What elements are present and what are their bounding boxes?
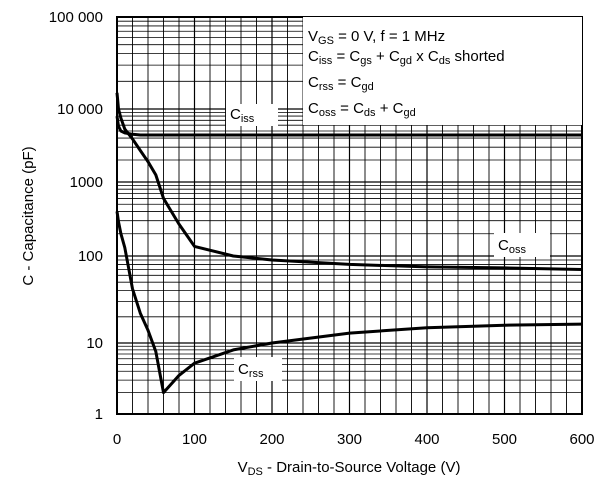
legend-line: Crss = Cgd [308, 74, 374, 93]
y-tick-label: 100 000 [49, 9, 103, 26]
tick-labels: 0 100 200 300 400 500 600 1 10 100 1000 10 000 100 0… [49, 9, 595, 448]
y-axis-label: C - Capacitance (pF) [20, 146, 37, 285]
series-label-bg [494, 233, 550, 257]
y-tick-label: 100 [78, 248, 103, 265]
series-line-crss [115, 211, 583, 395]
y-tick-label: 10 [86, 335, 103, 352]
x-tick-label: 400 [414, 431, 439, 448]
x-tick-label: 600 [569, 431, 594, 448]
legend-line: VGS = 0 V, f = 1 MHz [308, 28, 445, 47]
y-tick-label: 1000 [70, 174, 103, 191]
series-label-coss: Coss [498, 237, 526, 256]
series-label-bg [226, 104, 278, 126]
x-axis-label: VDS - Drain-to-Source Voltage (V) [238, 459, 461, 478]
x-tick-label: 200 [259, 431, 284, 448]
series-label-crss: Crss [238, 361, 264, 380]
series-label-bg [234, 357, 282, 381]
series-line-coss [115, 92, 583, 271]
y-tick-label: 10 000 [57, 101, 103, 118]
y-tick-label: 1 [95, 406, 103, 423]
series-labels: Ciss Coss Crss [226, 104, 550, 381]
legend-line: Coss = Cds + Cgd [308, 100, 416, 119]
series-lines [115, 92, 583, 395]
x-tick-label: 300 [337, 431, 362, 448]
x-tick-label: 0 [113, 431, 121, 448]
x-tick-label: 100 [182, 431, 207, 448]
legend-background [303, 17, 582, 125]
legend-line: Ciss = Cgs + Cgd x Cds shorted [308, 48, 505, 67]
x-tick-label: 500 [492, 431, 517, 448]
series-label-ciss: Ciss [230, 106, 255, 125]
series-line-ciss [115, 115, 582, 137]
